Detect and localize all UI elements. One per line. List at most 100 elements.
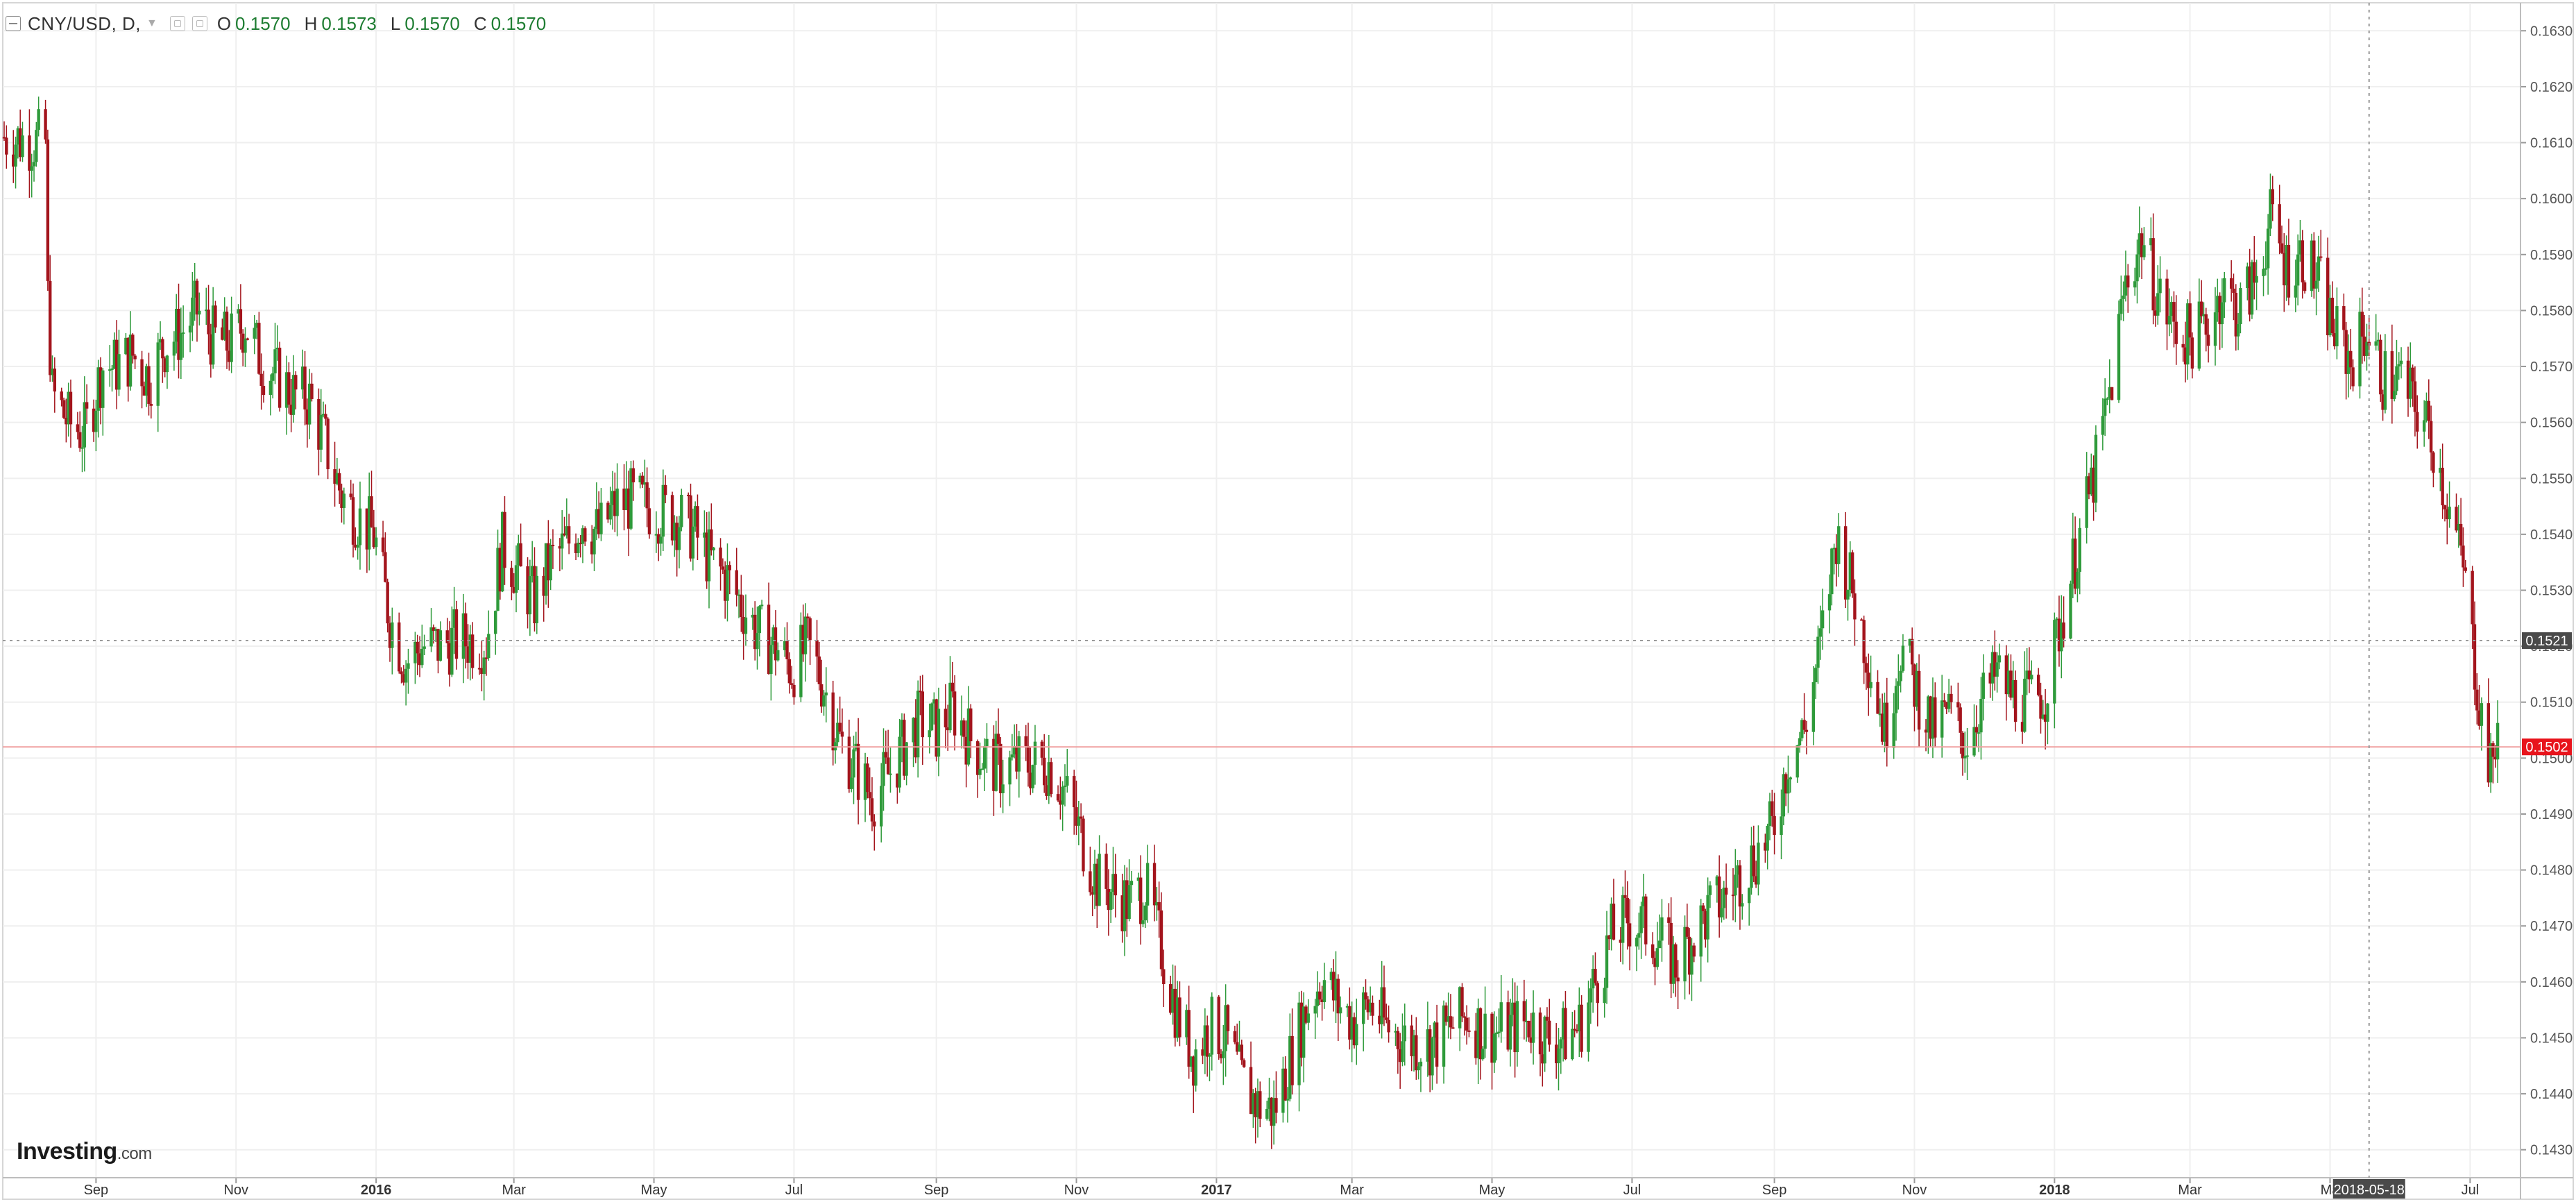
candle-body xyxy=(2090,467,2093,495)
candle-body xyxy=(1157,902,1161,911)
candle-body xyxy=(579,543,582,545)
candle-body xyxy=(1226,1005,1230,1031)
candle-body xyxy=(278,348,282,408)
candle-body xyxy=(1114,874,1117,896)
candle-body xyxy=(611,491,615,505)
candle-body xyxy=(1981,672,1985,699)
candle-body xyxy=(2301,240,2304,282)
candle-body xyxy=(1104,854,1108,889)
candle-body xyxy=(2138,233,2141,255)
candle-body xyxy=(1750,845,1753,888)
candle-body xyxy=(2,137,6,139)
candle-body xyxy=(500,511,504,592)
brand-suffix: .com xyxy=(117,1144,153,1163)
candle-body xyxy=(1410,1025,1413,1056)
candle-body xyxy=(801,625,805,654)
candle-body xyxy=(838,722,842,732)
candle-body xyxy=(354,544,357,548)
candle-body xyxy=(1607,935,1611,940)
candle-body xyxy=(1306,1013,1310,1023)
x-tick-label: Mar xyxy=(1340,1183,1364,1198)
candle-body xyxy=(416,641,419,654)
candle-body xyxy=(30,166,33,171)
settings-icon[interactable] xyxy=(191,16,207,31)
candle-body xyxy=(1274,1098,1278,1113)
candle-body xyxy=(1701,905,1705,911)
candle-body xyxy=(1107,888,1111,911)
candle-body xyxy=(1497,1031,1501,1033)
candle-body xyxy=(1192,1056,1195,1086)
candle-body xyxy=(2303,282,2307,291)
candle-body xyxy=(1692,945,1696,957)
candle-body xyxy=(1049,762,1053,795)
candle-body xyxy=(108,369,112,371)
candle-body xyxy=(1927,696,1930,733)
candle-body xyxy=(1398,1049,1402,1063)
candle-body xyxy=(1348,1006,1351,1040)
candle-body xyxy=(1283,1068,1287,1101)
candle-body xyxy=(494,611,497,634)
candle-body xyxy=(624,488,629,510)
candle-body xyxy=(1513,1002,1517,1053)
candle-body xyxy=(2142,245,2146,257)
candle-body xyxy=(1001,784,1005,793)
candle-body xyxy=(2041,714,2045,719)
candle-body xyxy=(1814,668,1818,683)
candle-body xyxy=(2101,416,2105,435)
candle-body xyxy=(209,334,213,365)
candle-body xyxy=(198,310,201,315)
candle-body xyxy=(2057,618,2061,652)
collapse-legend-icon[interactable] xyxy=(6,16,21,31)
low-key: L xyxy=(390,12,401,34)
candle-body xyxy=(1623,895,1627,898)
candle-body xyxy=(1056,794,1060,801)
candle-body xyxy=(1589,988,1593,1003)
candle-body xyxy=(1352,1017,1356,1046)
candle-body xyxy=(959,720,964,736)
candle-body xyxy=(880,786,883,827)
candle-body xyxy=(1015,746,1018,772)
candle-body xyxy=(1798,738,1802,746)
candle-body xyxy=(275,348,280,350)
hide-series-icon[interactable] xyxy=(169,16,185,31)
candle-body xyxy=(1715,876,1719,886)
candle-body xyxy=(643,482,647,485)
candle-body xyxy=(661,484,665,537)
candle-body xyxy=(2206,335,2210,346)
candle-body xyxy=(769,645,773,675)
candle-body xyxy=(1690,945,1694,975)
candle-body xyxy=(225,312,229,351)
candle-body xyxy=(2287,245,2291,298)
candle-body xyxy=(1995,662,1999,677)
candle-body xyxy=(815,640,819,657)
chevron-down-icon[interactable]: ▼ xyxy=(146,17,157,29)
candle-body xyxy=(468,634,472,663)
candle-body xyxy=(1894,686,1898,713)
candle-body xyxy=(429,627,433,647)
high-value: 0.1573 xyxy=(321,12,377,34)
candle-body xyxy=(1403,1025,1406,1042)
candle-body xyxy=(1850,552,1854,594)
candle-body xyxy=(1302,1006,1306,1058)
candle-body xyxy=(1281,1068,1285,1113)
x-tick-label: May xyxy=(1479,1183,1505,1198)
candle-body xyxy=(1637,933,1641,938)
candle-body xyxy=(980,768,984,770)
candle-body xyxy=(35,130,38,162)
candle-body xyxy=(1350,1017,1354,1040)
candle-body xyxy=(1972,727,1976,756)
investing-logo[interactable]: Investing.com xyxy=(17,1138,152,1165)
candle-body xyxy=(1042,757,1046,786)
candle-body xyxy=(2374,341,2378,346)
candle-body xyxy=(2186,303,2190,365)
candle-body xyxy=(1529,1037,1533,1043)
candle-body xyxy=(1564,1008,1567,1060)
candle-body xyxy=(2413,381,2417,412)
candle-body xyxy=(1724,888,1728,895)
candle-body xyxy=(62,400,66,418)
candle-body xyxy=(337,473,341,491)
candle-body xyxy=(156,342,160,406)
candle-body xyxy=(946,727,950,731)
